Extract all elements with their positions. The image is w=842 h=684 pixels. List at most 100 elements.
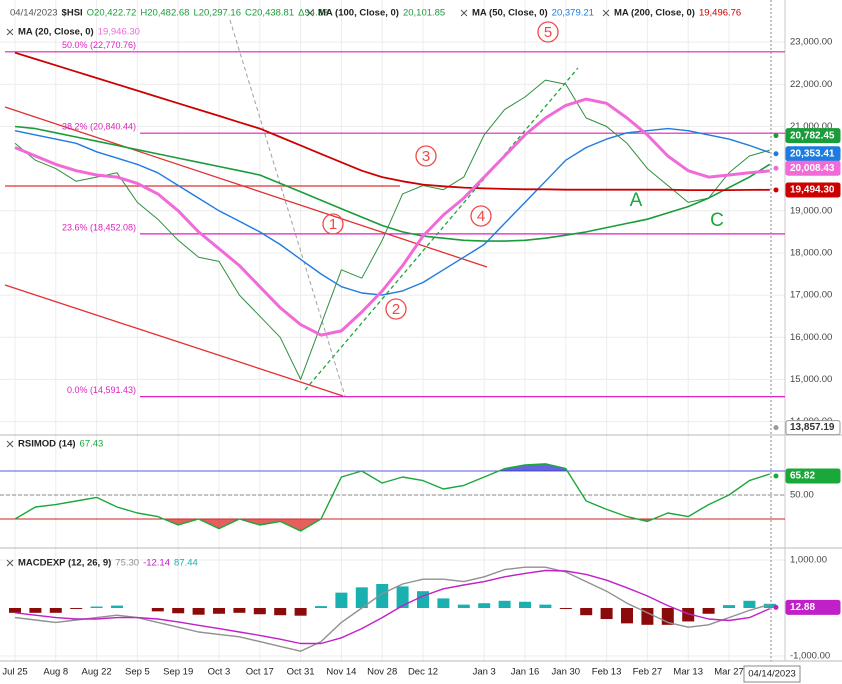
wave-label: 4 xyxy=(477,208,485,225)
series-line xyxy=(14,51,770,191)
legend-quote: C20,438.81 xyxy=(245,8,294,19)
y-tick-label: 21,000.00 xyxy=(790,121,832,132)
price-label: 20,782.45 xyxy=(790,130,835,141)
price-label-box xyxy=(785,160,841,176)
trendline[interactable] xyxy=(4,284,344,397)
x-tick-label: Nov 14 xyxy=(326,667,356,678)
remove-icon[interactable] xyxy=(6,28,14,36)
legend-name: RSIMOD (14) xyxy=(18,439,76,450)
y-tick-label: 50.00 xyxy=(790,489,814,500)
remove-icon[interactable] xyxy=(602,9,610,17)
histogram-bar xyxy=(723,605,735,609)
histogram-bar xyxy=(172,608,185,614)
remove-icon[interactable] xyxy=(306,9,314,17)
y-tick-label: -1,000.00 xyxy=(790,651,830,662)
x-tick-label: Mar 27 xyxy=(714,667,744,678)
y-tick-label: 1,000.00 xyxy=(790,555,827,566)
wave-label: 5 xyxy=(544,24,552,41)
x-tick-label: Feb 13 xyxy=(592,667,622,678)
price-marker xyxy=(773,151,779,157)
x-tick-label: Jan 3 xyxy=(473,667,496,678)
remove-icon[interactable] xyxy=(6,440,14,448)
wave-label: C xyxy=(710,210,724,231)
legend-value: -12.14 xyxy=(143,558,170,569)
price-marker xyxy=(773,604,779,610)
legend-value: 67.43 xyxy=(80,439,104,450)
price-label-box xyxy=(785,468,841,484)
histogram-bar xyxy=(498,600,511,609)
histogram-bar xyxy=(315,606,327,609)
legend-quote: O20,422.72 xyxy=(87,8,137,19)
histogram-bar xyxy=(192,608,205,615)
fib-label: 38.2% (20,840.44) xyxy=(62,122,136,132)
wave-circle xyxy=(322,213,344,235)
fib-label: 23.6% (18,452.08) xyxy=(62,222,136,232)
grid xyxy=(0,0,785,661)
histogram-bar xyxy=(763,603,776,609)
legend-value: 19,496.76 xyxy=(699,8,741,19)
wave-label: A xyxy=(630,190,643,211)
fib-label: 0.0% (14,591.43) xyxy=(67,385,136,395)
histogram-bar xyxy=(621,608,633,624)
y-tick-label: 19,000.00 xyxy=(790,205,832,216)
remove-icon-stroke xyxy=(6,28,14,36)
remove-icon-stroke xyxy=(6,440,14,448)
histogram-bar xyxy=(376,583,389,609)
remove-icon-stroke xyxy=(306,9,314,17)
wave-label: 3 xyxy=(422,148,430,165)
remove-icon[interactable] xyxy=(460,9,468,17)
trendline[interactable] xyxy=(304,67,579,391)
price-marker xyxy=(773,133,779,139)
series-line xyxy=(14,463,771,532)
x-tick-label: Feb 27 xyxy=(633,667,663,678)
price-marker xyxy=(773,165,779,171)
histogram-bar xyxy=(539,604,552,609)
series-line xyxy=(14,79,770,380)
legend-value: 20,379.21 xyxy=(552,8,594,19)
series-line xyxy=(14,97,770,337)
cursor-date: 04/14/2023 xyxy=(748,669,796,680)
price-label-box xyxy=(785,146,841,162)
histogram-bar xyxy=(457,604,470,609)
histogram-bar xyxy=(151,608,164,612)
legend-value: 19,946.30 xyxy=(98,27,140,38)
price-label-box xyxy=(785,599,841,615)
labels: Jul 25 Aug 8 Aug 22 Sep 5 Sep 19 Oct 3 Oct 17 O… xyxy=(2,8,841,678)
remove-icon-stroke xyxy=(602,9,610,17)
price-marker xyxy=(773,473,779,479)
trendline[interactable] xyxy=(4,106,488,268)
x-tick-label: Oct 31 xyxy=(287,667,315,678)
legend-quote: L20,297.16 xyxy=(193,8,241,19)
x-tick-label: Sep 19 xyxy=(163,667,193,678)
histogram-bar xyxy=(580,608,593,616)
histogram-bar xyxy=(641,608,654,625)
x-tick-label: Sep 5 xyxy=(125,667,150,678)
price-label-box xyxy=(785,182,841,198)
remove-icon-stroke xyxy=(6,559,14,567)
series-line xyxy=(14,569,771,645)
legend-quote: Δ94.33 xyxy=(298,8,328,19)
series-line xyxy=(14,125,771,242)
x-tick-label: Aug 22 xyxy=(82,667,112,678)
histogram-bar xyxy=(417,591,429,609)
legend-symbol: $HSI xyxy=(62,8,83,19)
price-label: 65.82 xyxy=(790,471,815,482)
wave-circle xyxy=(537,21,559,43)
x-tick-label: Jul 25 xyxy=(2,667,27,678)
price-label: 12.88 xyxy=(790,602,815,613)
histogram-bar xyxy=(743,600,756,609)
legend-name: MA (200, Close, 0) xyxy=(614,8,695,19)
remove-icon-stroke xyxy=(460,9,468,17)
y-tick-label: 17,000.00 xyxy=(790,290,832,301)
y-tick-label: 18,000.00 xyxy=(790,247,832,258)
cursor-date-box xyxy=(743,665,801,683)
price-label: 13,857.19 xyxy=(790,422,835,433)
histogram-bar xyxy=(600,608,613,620)
histogram-bar xyxy=(9,608,21,613)
remove-icon[interactable] xyxy=(6,559,14,567)
wave-circle xyxy=(385,298,407,320)
x-tick-label: Oct 17 xyxy=(246,667,274,678)
trendline[interactable] xyxy=(229,19,346,397)
